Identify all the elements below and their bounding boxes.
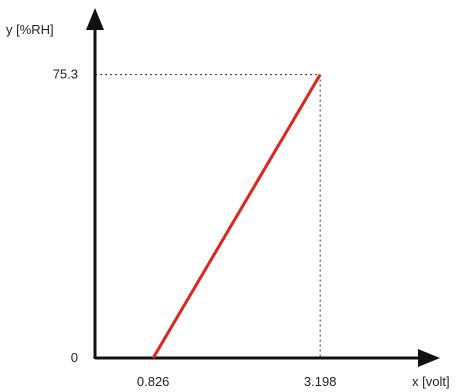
x-axis-label: x [volt] [412,374,450,389]
x-tick-label: 0.826 [137,374,170,389]
y-tick-label: 75.3 [53,67,78,82]
axes [86,8,440,367]
series-group [151,73,322,359]
y-axis-label: y [%RH] [6,22,54,37]
x-axis-arrowhead [418,349,440,367]
tick-labels: 0.826 3.198 0 75.3 [53,67,337,389]
y-tick-label: 0 [71,350,78,365]
series-line [151,73,322,359]
x-tick-label: 3.198 [304,374,337,389]
guide-lines [95,74,321,358]
y-axis-arrowhead [86,8,104,30]
